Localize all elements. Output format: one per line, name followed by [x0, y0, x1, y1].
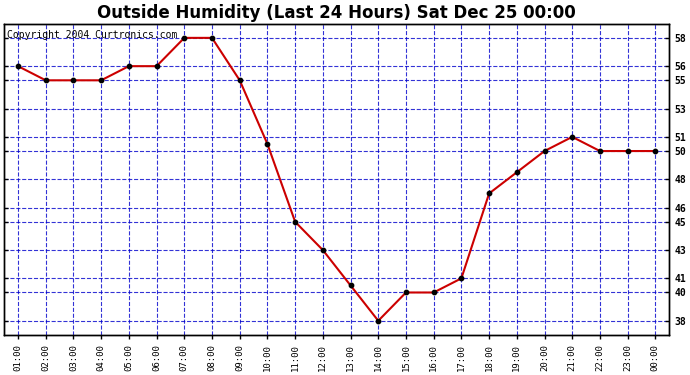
Point — [566, 134, 578, 140]
Point — [539, 148, 550, 154]
Point — [262, 141, 273, 147]
Point — [456, 275, 467, 281]
Point — [317, 247, 328, 253]
Point — [373, 318, 384, 324]
Point — [622, 148, 633, 154]
Point — [511, 169, 522, 175]
Point — [12, 63, 23, 69]
Point — [124, 63, 135, 69]
Point — [428, 290, 440, 296]
Point — [400, 290, 411, 296]
Point — [40, 77, 51, 83]
Title: Outside Humidity (Last 24 Hours) Sat Dec 25 00:00: Outside Humidity (Last 24 Hours) Sat Dec… — [97, 4, 576, 22]
Point — [96, 77, 107, 83]
Point — [484, 190, 495, 196]
Text: Copyright 2004 Curtronics.com: Copyright 2004 Curtronics.com — [8, 30, 178, 40]
Point — [650, 148, 661, 154]
Point — [345, 282, 356, 288]
Point — [206, 35, 217, 41]
Point — [594, 148, 605, 154]
Point — [290, 219, 301, 225]
Point — [151, 63, 162, 69]
Point — [234, 77, 245, 83]
Point — [68, 77, 79, 83]
Point — [179, 35, 190, 41]
